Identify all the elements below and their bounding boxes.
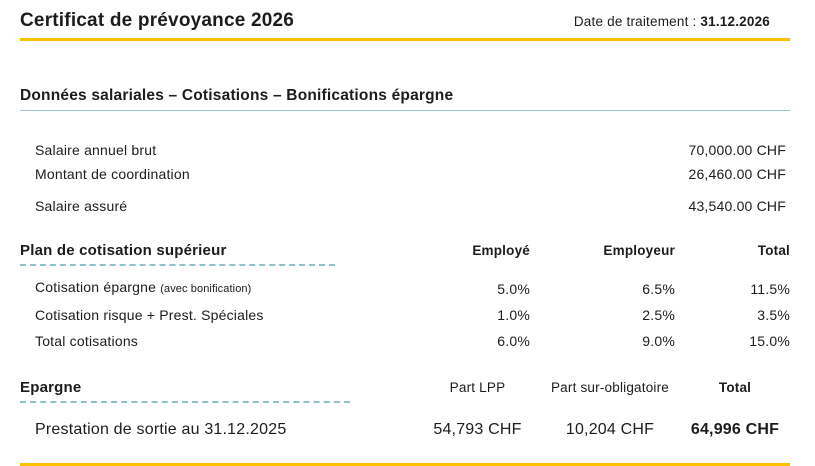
bottom-divider — [20, 463, 790, 466]
savings-rows: Prestation de sortie au 31.12.2025 54,79… — [20, 421, 790, 439]
column-header-employer: Employeur — [603, 243, 675, 258]
column-header-employee: Employé — [472, 243, 530, 258]
contribution-row-risk: Cotisation risque + Prest. Spéciales 1.0… — [20, 306, 790, 324]
salary-row-value: 43,540.00 CHF — [688, 198, 786, 214]
column-header-extra-mandatory: Part sur-obligatoire — [550, 380, 670, 395]
salary-row-label: Salaire annuel brut — [35, 142, 157, 158]
total-amount: 64,996 CHF — [690, 421, 780, 438]
contribution-section: Plan de cotisation supérieur Employé Emp… — [20, 241, 790, 350]
contribution-row-label: Cotisation risque + Prest. Spéciales — [35, 307, 264, 323]
salary-row-coordination: Montant de coordination 26,460.00 CHF — [20, 165, 790, 183]
savings-row-exit-benefit: Prestation de sortie au 31.12.2025 54,79… — [20, 421, 790, 439]
processing-date: Date de traitement :31.12.2026 — [574, 14, 790, 29]
savings-header-row: Epargne Part LPP Part sur-obligatoire To… — [20, 378, 790, 403]
total-rate: 11.5% — [750, 281, 790, 297]
processing-date-label: Date de traitement : — [573, 13, 697, 29]
total-rate: 15.0% — [749, 333, 790, 349]
salary-section: Données salariales – Cotisations – Bonif… — [20, 87, 790, 215]
contribution-row-note: (avec bonification) — [160, 283, 252, 295]
employee-rate: 6.0% — [497, 333, 530, 349]
salary-row-gross: Salaire annuel brut 70,000.00 CHF — [20, 141, 790, 159]
contribution-row-total: Total cotisations 6.0% 9.0% 15.0% — [20, 332, 790, 350]
salary-row-label: Salaire assuré — [35, 198, 128, 214]
salary-row-value: 26,460.00 CHF — [688, 166, 786, 182]
employer-rate: 6.5% — [642, 281, 675, 297]
extra-mandatory-amount: 10,204 CHF — [565, 421, 655, 438]
savings-row-label: Prestation de sortie au 31.12.2025 — [35, 421, 287, 438]
total-rate: 3.5% — [757, 307, 790, 323]
employee-rate: 1.0% — [497, 307, 530, 323]
contribution-row-label: Total cotisations — [35, 333, 139, 349]
column-header-total: Total — [757, 243, 790, 258]
salary-section-title: Données salariales – Cotisations – Bonif… — [20, 87, 790, 111]
contribution-header-row: Plan de cotisation supérieur Employé Emp… — [20, 241, 790, 266]
savings-section-title: Epargne — [20, 378, 415, 403]
salary-row-value: 70,000.00 CHF — [688, 142, 786, 158]
employer-rate: 2.5% — [642, 307, 675, 323]
column-header-savings-total: Total — [718, 380, 752, 395]
contribution-row-label: Cotisation épargne (avec bonification) — [35, 279, 252, 295]
header: Certificat de prévoyance 2026 Date de tr… — [20, 8, 790, 34]
savings-section: Epargne Part LPP Part sur-obligatoire To… — [20, 378, 790, 439]
top-divider — [20, 38, 790, 41]
lpp-amount: 54,793 CHF — [433, 421, 522, 438]
contribution-row-savings: Cotisation épargne (avec bonification) 5… — [20, 278, 790, 298]
column-header-lpp: Part LPP — [449, 380, 506, 395]
salary-row-label: Montant de coordination — [35, 166, 190, 182]
contribution-rows: Cotisation épargne (avec bonification) 5… — [20, 278, 790, 350]
contribution-section-title: Plan de cotisation supérieur — [20, 241, 410, 266]
salary-row-insured: Salaire assuré 43,540.00 CHF — [20, 197, 790, 215]
salary-rows: Salaire annuel brut 70,000.00 CHF Montan… — [20, 141, 790, 215]
processing-date-value: 31.12.2026 — [700, 13, 770, 29]
page-title: Certificat de prévoyance 2026 — [20, 10, 295, 31]
employee-rate: 5.0% — [497, 281, 530, 297]
employer-rate: 9.0% — [642, 333, 675, 349]
